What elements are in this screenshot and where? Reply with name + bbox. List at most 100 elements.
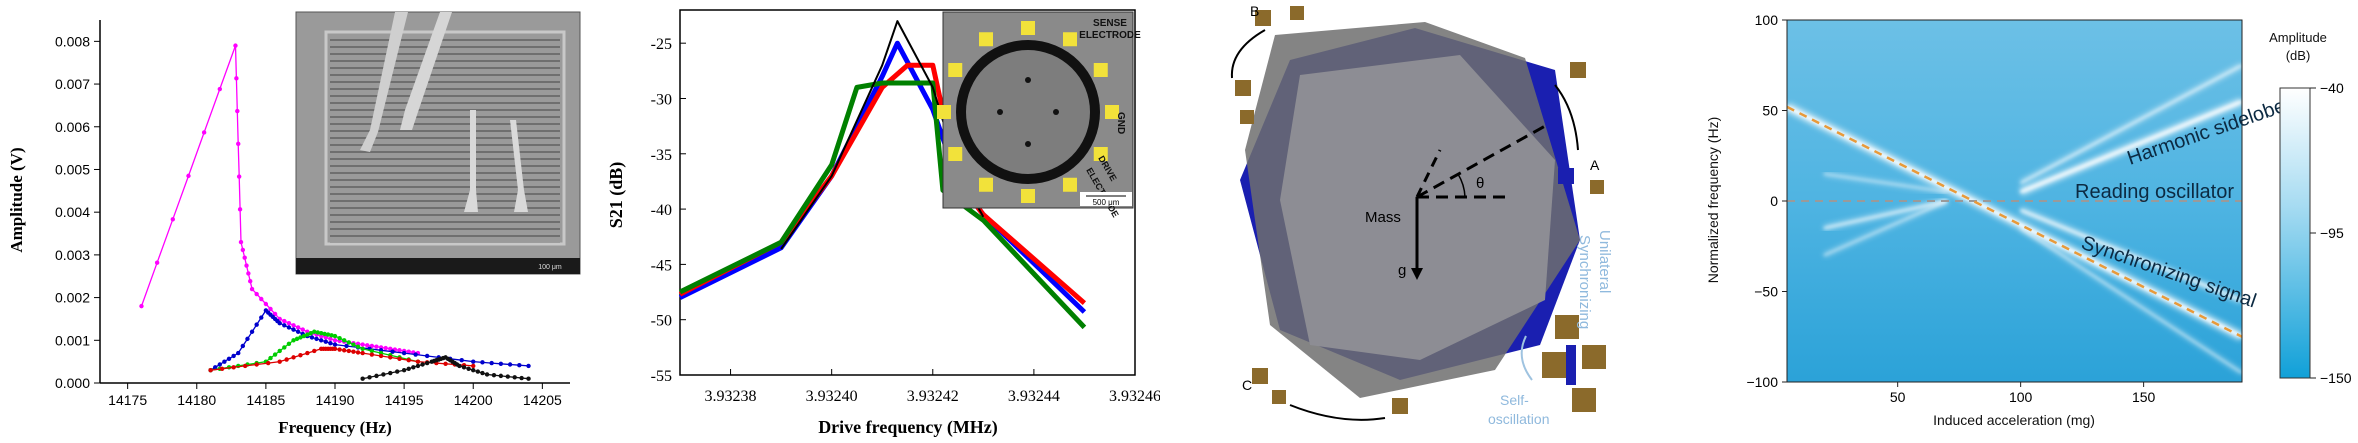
- data-point: [475, 369, 481, 374]
- data-point: [360, 376, 365, 381]
- data-point: [471, 367, 476, 373]
- data-point: [351, 342, 356, 347]
- arrow-b: [1230, 29, 1266, 79]
- label-c: C: [1242, 377, 1252, 393]
- x-axis-label: Drive frequency (MHz): [818, 417, 998, 438]
- colorbar-title-line1: Amplitude: [2269, 30, 2327, 45]
- data-point: [367, 375, 372, 380]
- pad: [1566, 345, 1576, 385]
- data-point: [312, 348, 317, 354]
- data-point: [248, 279, 253, 284]
- data-point: [491, 372, 497, 378]
- y-tick-label: 50: [1762, 103, 1778, 119]
- data-point: [388, 370, 393, 376]
- data-point: [322, 331, 327, 337]
- probe-4: [510, 120, 528, 212]
- plot-frame: [679, 9, 1136, 376]
- data-point: [291, 355, 296, 360]
- data-point: [318, 338, 324, 343]
- data-point: [443, 361, 448, 366]
- heatmap-features: [1787, 63, 2242, 375]
- probe-1: [360, 12, 408, 152]
- data-point: [355, 344, 361, 349]
- data-point: [457, 363, 462, 369]
- data-point: [268, 355, 273, 361]
- pad: [1582, 345, 1606, 369]
- probe-tips: [360, 12, 528, 212]
- spectral-line-core: [1823, 200, 1948, 229]
- x-tick-label: 14185: [246, 392, 285, 408]
- data-point: [519, 375, 524, 381]
- data-point: [234, 76, 239, 81]
- probe-3: [464, 110, 478, 212]
- data-point: [397, 348, 402, 353]
- synchronization-heatmap-panel: 100 50 0 −50 −100 50 100 150 Induced accelerat…: [1680, 0, 2358, 443]
- spectral-line-core: [2020, 227, 2242, 374]
- data-point: [286, 325, 292, 330]
- x-axis-label: Frequency (Hz): [278, 418, 391, 437]
- arrow-self-oscillation: [1520, 335, 1533, 381]
- y-tick-label: 0.005: [55, 161, 90, 177]
- series-line: [362, 356, 529, 380]
- y-ticks: 0.000 0.001 0.002 0.003 0.004 0.005 0.006 0.007…: [55, 33, 100, 391]
- pad: [1272, 390, 1286, 404]
- synchronizing-dashed: [1787, 105, 2242, 338]
- data-point: [242, 363, 248, 369]
- spectral-line-core: [2020, 64, 2242, 184]
- y-tick-label: 0.006: [55, 119, 90, 135]
- y-tick-label: 0.002: [55, 290, 90, 306]
- pad: [1555, 315, 1579, 339]
- data-point: [342, 338, 347, 343]
- y-tick-label: -50: [651, 313, 672, 330]
- data-point: [226, 356, 232, 361]
- data-point: [406, 349, 411, 354]
- data-point: [170, 217, 176, 222]
- x-ticks: 14175 14180 14185 14190 14195 14200 14205: [108, 383, 562, 408]
- electrode-pad: [1105, 105, 1119, 119]
- data-point: [295, 325, 301, 330]
- self-label: Self-: [1500, 392, 1529, 408]
- self-oscillation-cluster: [1542, 315, 1606, 412]
- x-tick-label: 14205: [523, 392, 562, 408]
- data-point: [298, 353, 303, 358]
- anchor-dot: [1025, 77, 1031, 83]
- data-point: [236, 174, 242, 179]
- data-point: [466, 366, 471, 371]
- pad: [1570, 62, 1586, 78]
- synchronizing-label: Synchronizing: [1576, 235, 1593, 329]
- data-point: [249, 329, 255, 334]
- data-point: [411, 365, 416, 370]
- resonator-cluster-b: [1235, 6, 1304, 124]
- data-point: [401, 350, 407, 356]
- theta-arc: [1457, 173, 1466, 198]
- data-point: [268, 306, 273, 312]
- data-point: [332, 346, 338, 352]
- data-point: [342, 348, 347, 353]
- data-point: [298, 335, 303, 340]
- data-point: [277, 348, 282, 354]
- x-tick-label: 100: [2009, 389, 2033, 405]
- data-point: [365, 343, 370, 348]
- anchor-dot: [1053, 109, 1059, 115]
- data-point: [332, 333, 338, 339]
- geometry-lines: [1411, 123, 1548, 280]
- data-point: [301, 333, 307, 339]
- mass-label: Mass: [1365, 209, 1401, 226]
- x-tick-label: 14195: [385, 392, 424, 408]
- data-point: [231, 353, 236, 359]
- y-tick-label: 0.003: [55, 247, 90, 263]
- x-tick-label: 3.93246: [1109, 388, 1160, 405]
- y-tick-label: 0.007: [55, 76, 90, 92]
- data-point: [295, 329, 301, 334]
- data-point: [346, 348, 352, 354]
- electrode-pad: [1093, 147, 1108, 161]
- data-point: [401, 367, 407, 373]
- radius-line-b: [1415, 149, 1442, 198]
- pad: [1542, 352, 1568, 378]
- heatmap-chart: 100 50 0 −50 −100 50 100 150 Induced accelerat…: [1705, 12, 2352, 428]
- data-point: [415, 359, 421, 364]
- data-point: [208, 367, 213, 373]
- anchor-dot: [1025, 141, 1031, 147]
- gravity-label: g: [1398, 262, 1406, 279]
- s21-chart: -55-50-45-40-35-30-25 3.93238 3.93240 3.93…: [606, 9, 1160, 438]
